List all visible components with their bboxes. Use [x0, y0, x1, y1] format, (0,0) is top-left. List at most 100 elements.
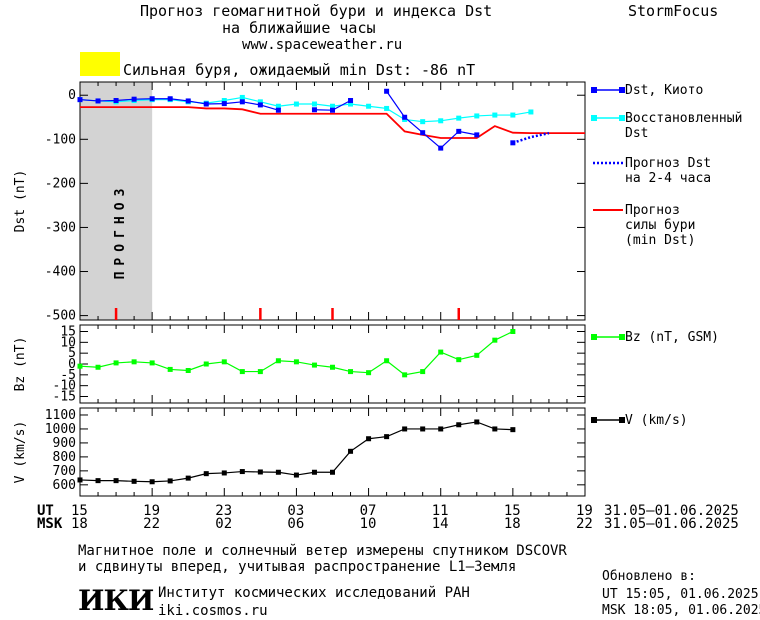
- v-ytick-label: 600: [53, 478, 76, 493]
- v-ytick-label: 1100: [45, 408, 76, 423]
- bz-ytick-label: 10: [60, 335, 76, 350]
- dst-restored-legend-label: Dst: [625, 126, 648, 141]
- dst-forecast-min-legend-label: Прогноз: [625, 203, 680, 218]
- msk-tick-label: 18: [503, 516, 521, 532]
- institute-name[interactable]: Институт космических исследований РАН: [158, 585, 470, 601]
- bz-point: [348, 369, 354, 375]
- bz-point: [438, 349, 444, 355]
- dst-kyoto-point: [275, 107, 281, 113]
- dst-kyoto-point: [149, 96, 155, 102]
- v-point: [402, 426, 408, 432]
- forecast-band: [80, 82, 153, 320]
- dst-kyoto-legend-marker: [591, 87, 597, 93]
- dst-restored-point: [528, 109, 534, 115]
- dst-restored-point: [275, 103, 281, 109]
- bz-point: [275, 358, 281, 364]
- v-point: [113, 478, 119, 484]
- dst-restored-point: [257, 99, 263, 105]
- bz-ytick-label: 5: [68, 346, 76, 361]
- v-point: [293, 472, 299, 478]
- chart-title-line1: Прогноз геомагнитной бури и индекса Dst: [140, 2, 493, 20]
- msk-tick-label: 14: [431, 516, 449, 532]
- v-point: [77, 477, 83, 483]
- dst-forecast-2-4h-legend-label: на 2-4 часа: [625, 171, 711, 186]
- v-point: [167, 478, 173, 484]
- v-ytick-label: 900: [53, 436, 76, 451]
- dst-kyoto-point: [77, 97, 83, 103]
- dst-kyoto-point: [474, 132, 480, 138]
- bz-point: [492, 337, 498, 343]
- dst-kyoto-point: [402, 114, 408, 120]
- ut-tick-label: 19: [576, 503, 593, 519]
- v-point: [366, 436, 372, 442]
- v-point: [510, 427, 516, 433]
- bz-point: [113, 360, 119, 366]
- dst-restored-point: [239, 94, 245, 100]
- dst-kyoto-point: [456, 128, 462, 134]
- dst-forecast-2-4h-line: [512, 131, 550, 145]
- v-point: [438, 426, 444, 432]
- dst-kyoto-point: [95, 98, 101, 104]
- chart-title-line2: на ближайшие часы: [222, 19, 376, 37]
- v-point: [221, 470, 227, 476]
- bz-point: [311, 362, 317, 368]
- ut-tick-label: 19: [143, 503, 160, 519]
- dst-kyoto-point: [384, 88, 390, 94]
- brand-label: StormFocus: [628, 2, 719, 20]
- msk-tick-label: 22: [143, 516, 160, 532]
- dst-restored-point: [456, 115, 462, 121]
- storm-level-text: Сильная буря, ожидаемый min Dst: -86 nT: [123, 61, 476, 79]
- institute-site[interactable]: iki.cosmos.ru: [158, 603, 268, 619]
- dst-kyoto-point: [113, 98, 119, 104]
- updated-label: Обновлено в:: [602, 569, 696, 584]
- bz-point: [384, 358, 390, 364]
- msk-tick-label: 22: [576, 516, 593, 532]
- dst-kyoto-point: [438, 145, 444, 151]
- v-point: [149, 479, 155, 485]
- dst-restored-point: [221, 98, 227, 104]
- v-point: [492, 426, 498, 432]
- msk-tick-label: 10: [359, 516, 377, 532]
- bz-point: [420, 369, 426, 375]
- dst-ylabel: Dst (nT): [13, 170, 28, 233]
- bz-point: [239, 369, 245, 375]
- dst-kyoto-point: [239, 99, 245, 105]
- ut-date-range: 31.05–01.06.2025: [604, 503, 739, 519]
- storm-level-swatch: [80, 52, 120, 76]
- dst-restored-legend-marker: [591, 115, 597, 121]
- dst-kyoto-point: [257, 102, 263, 108]
- dst-restored-point: [366, 103, 372, 109]
- msk-tick-label: 02: [215, 516, 233, 532]
- dst-restored-point: [348, 101, 354, 107]
- dst-restored-point: [474, 113, 480, 119]
- dst-kyoto-line: [386, 90, 477, 149]
- bz-ylabel: Bz (nT): [13, 337, 28, 392]
- v-ytick-label: 800: [53, 450, 76, 465]
- v-point: [185, 475, 191, 481]
- msk-tick-label: 18: [71, 516, 88, 532]
- v-legend-label: V (km/s): [625, 413, 688, 428]
- v-point: [239, 469, 245, 475]
- bz-point: [366, 370, 372, 376]
- v-point: [257, 469, 263, 475]
- ut-tick-label: 07: [359, 503, 377, 519]
- bz-point: [257, 369, 263, 375]
- bz-ytick-label: 15: [60, 325, 76, 340]
- dst-ytick-label: -300: [45, 220, 76, 235]
- v-point: [203, 471, 209, 477]
- footer-note-line2: и сдвинуты вперед, учитывая распростране…: [78, 559, 517, 575]
- v-point: [311, 469, 317, 475]
- v-point: [384, 434, 390, 440]
- bz-point: [330, 364, 335, 370]
- v-ytick-label: 700: [53, 464, 76, 479]
- dst-restored-point: [420, 119, 426, 125]
- v-point: [95, 478, 101, 484]
- source-url: www.spaceweather.ru: [242, 37, 403, 53]
- v-legend-marker: [591, 417, 597, 423]
- bz-point: [167, 366, 173, 372]
- bz-point: [510, 329, 516, 334]
- dst-restored-legend-label: Восстановленный: [625, 111, 742, 126]
- v-ytick-label: 1000: [45, 422, 76, 437]
- bz-ytick-label: -15: [53, 390, 76, 405]
